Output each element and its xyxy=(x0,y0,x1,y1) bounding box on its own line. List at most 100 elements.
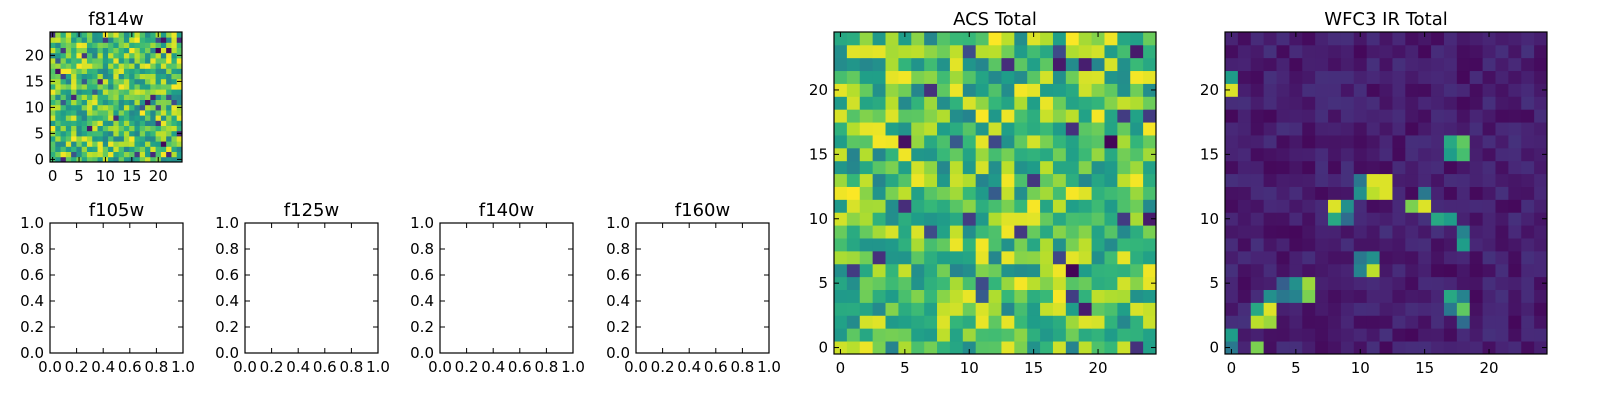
heatmap-cell xyxy=(962,160,977,175)
heatmap-cell xyxy=(898,96,912,110)
heatmap-cell xyxy=(1027,70,1041,84)
heatmap-cell xyxy=(92,63,98,69)
heatmap-cell xyxy=(1302,160,1316,175)
heatmap-cell xyxy=(1443,96,1458,110)
heatmap-cell xyxy=(1456,199,1471,213)
heatmap-cell xyxy=(1469,186,1483,200)
heatmap-cell xyxy=(134,136,141,142)
heatmap-cell xyxy=(123,110,130,116)
heatmap-cell xyxy=(108,110,114,116)
heatmap-cell xyxy=(846,109,861,123)
heatmap-cell xyxy=(1315,135,1329,149)
heatmap-cell xyxy=(1078,122,1092,136)
heatmap-cell xyxy=(1104,315,1118,329)
heatmap-cell xyxy=(1315,315,1329,329)
heatmap-cell xyxy=(86,120,93,126)
heatmap-cell xyxy=(988,263,1002,278)
heatmap-cell xyxy=(988,160,1002,175)
heatmap-cell xyxy=(1534,315,1548,329)
heatmap-cell xyxy=(1117,173,1131,187)
heatmap-cell xyxy=(1315,83,1329,97)
heatmap-cell xyxy=(1353,238,1368,252)
heatmap-cell xyxy=(1495,315,1509,329)
heatmap-cell xyxy=(134,78,141,85)
heatmap-cell xyxy=(846,276,861,290)
heatmap-cell xyxy=(1379,186,1393,200)
heatmap-cell xyxy=(1250,186,1265,200)
heatmap-cell xyxy=(134,37,141,43)
heatmap-cell xyxy=(1379,199,1393,213)
heatmap-cell xyxy=(1508,225,1522,239)
heatmap-cell xyxy=(1521,212,1535,226)
heatmap-cell xyxy=(102,94,109,100)
heatmap-cell xyxy=(924,199,938,213)
heatmap-cell xyxy=(859,225,874,239)
heatmap-cell xyxy=(1469,70,1483,84)
heatmap-cell xyxy=(1431,341,1445,355)
heatmap-cell xyxy=(1040,328,1054,342)
x-tick-label: 5 xyxy=(900,359,910,377)
heatmap-cell xyxy=(86,125,93,132)
heatmap-cell xyxy=(166,52,172,59)
heatmap-cell xyxy=(1418,109,1432,123)
heatmap-cell xyxy=(81,63,88,69)
heatmap-cell xyxy=(102,110,109,116)
panel-title: f105w xyxy=(89,200,144,221)
heatmap-cell xyxy=(1353,341,1368,355)
heatmap-cell xyxy=(1482,109,1496,123)
heatmap-cell xyxy=(1392,199,1406,213)
heatmap-cell xyxy=(1276,96,1290,110)
heatmap-cell xyxy=(166,68,172,74)
heatmap-cell xyxy=(1340,263,1355,278)
heatmap-cell xyxy=(1521,238,1535,252)
y-tick-label: 10 xyxy=(25,98,44,116)
heatmap-cell xyxy=(176,99,183,106)
heatmap-cell xyxy=(1130,225,1144,239)
heatmap-cell xyxy=(76,120,83,126)
heatmap-cell xyxy=(1027,32,1041,46)
heatmap-cell xyxy=(1469,315,1483,329)
heatmap-cell xyxy=(50,110,56,116)
heatmap-cell xyxy=(171,156,178,163)
heatmap-cell xyxy=(1328,341,1342,355)
heatmap-cell xyxy=(1379,315,1393,329)
x-tick-label: 20 xyxy=(1479,359,1498,377)
heatmap-cell xyxy=(834,135,848,149)
heatmap-cell xyxy=(129,68,135,74)
heatmap-cell xyxy=(113,115,120,121)
heatmap-cell xyxy=(71,73,77,80)
heatmap-cell xyxy=(76,136,83,142)
y-tick-label: 0 xyxy=(1209,339,1219,357)
heatmap-cell xyxy=(1130,135,1144,149)
heatmap-cell xyxy=(86,37,93,43)
heatmap-cell xyxy=(86,156,93,163)
heatmap-cell xyxy=(1143,186,1157,200)
heatmap-cell xyxy=(139,73,146,80)
heatmap-cell xyxy=(1534,135,1548,149)
heatmap-cell xyxy=(1014,109,1028,123)
heatmap-cell xyxy=(134,94,141,100)
heatmap-cell xyxy=(1392,263,1406,278)
heatmap-cell xyxy=(1225,32,1239,46)
heatmap-cell xyxy=(1418,57,1432,72)
heatmap-cell xyxy=(898,147,912,162)
heatmap-cell xyxy=(1495,44,1509,59)
heatmap-cell xyxy=(60,115,67,121)
heatmap-cell xyxy=(1366,109,1380,123)
heatmap-cell xyxy=(1117,96,1131,110)
x-tick-label: 10 xyxy=(1351,359,1370,377)
heatmap-cell xyxy=(846,263,861,278)
heatmap-cell xyxy=(50,146,56,152)
heatmap-cell xyxy=(1263,109,1277,123)
heatmap-cell xyxy=(60,125,67,132)
heatmap-cell xyxy=(118,32,125,38)
heatmap-cell xyxy=(1014,160,1028,175)
heatmap-cell xyxy=(145,84,151,90)
heatmap-cell xyxy=(1040,96,1054,110)
y-tick-label: 5 xyxy=(818,274,828,292)
heatmap-cell xyxy=(1328,238,1342,252)
heatmap-cell xyxy=(1315,32,1329,46)
y-tick-label: 0.0 xyxy=(20,344,44,362)
heatmap-cell xyxy=(113,37,120,43)
heatmap-cell xyxy=(1353,263,1368,278)
